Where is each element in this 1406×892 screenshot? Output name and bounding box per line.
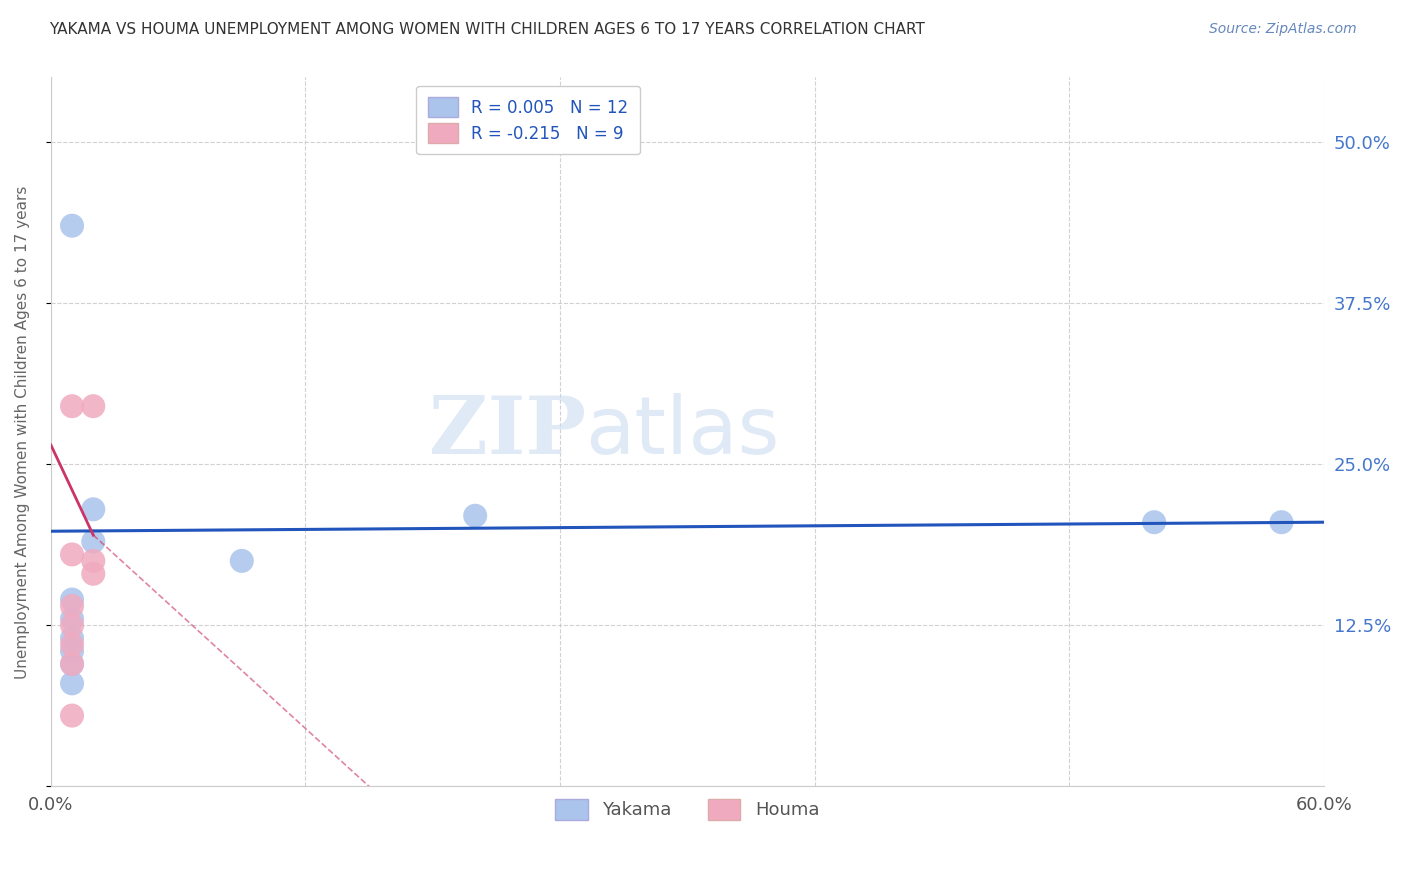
Point [231, 554, 253, 568]
Point [82, 502, 104, 516]
Point [82, 534, 104, 549]
Point [60, 592, 83, 607]
Point [60, 644, 83, 658]
Point [60, 399, 83, 413]
Point [60, 676, 83, 690]
Legend: Yakama, Houma: Yakama, Houma [541, 784, 834, 834]
Point [60, 548, 83, 562]
Point [60, 612, 83, 626]
Point [60, 599, 83, 613]
Text: atlas: atlas [585, 393, 780, 471]
Point [464, 508, 486, 523]
Point [82, 554, 104, 568]
Point [60, 657, 83, 671]
Point [60, 219, 83, 233]
Point [60, 618, 83, 632]
Point [1143, 515, 1166, 529]
Point [60, 638, 83, 652]
Point [60, 632, 83, 646]
Point [60, 708, 83, 723]
Text: Source: ZipAtlas.com: Source: ZipAtlas.com [1209, 22, 1357, 37]
Point [60, 657, 83, 671]
Point [82, 399, 104, 413]
Point [82, 566, 104, 581]
Text: YAKAMA VS HOUMA UNEMPLOYMENT AMONG WOMEN WITH CHILDREN AGES 6 TO 17 YEARS CORREL: YAKAMA VS HOUMA UNEMPLOYMENT AMONG WOMEN… [49, 22, 925, 37]
Text: ZIP: ZIP [429, 393, 585, 471]
Y-axis label: Unemployment Among Women with Children Ages 6 to 17 years: Unemployment Among Women with Children A… [15, 186, 30, 679]
Point [1270, 515, 1292, 529]
